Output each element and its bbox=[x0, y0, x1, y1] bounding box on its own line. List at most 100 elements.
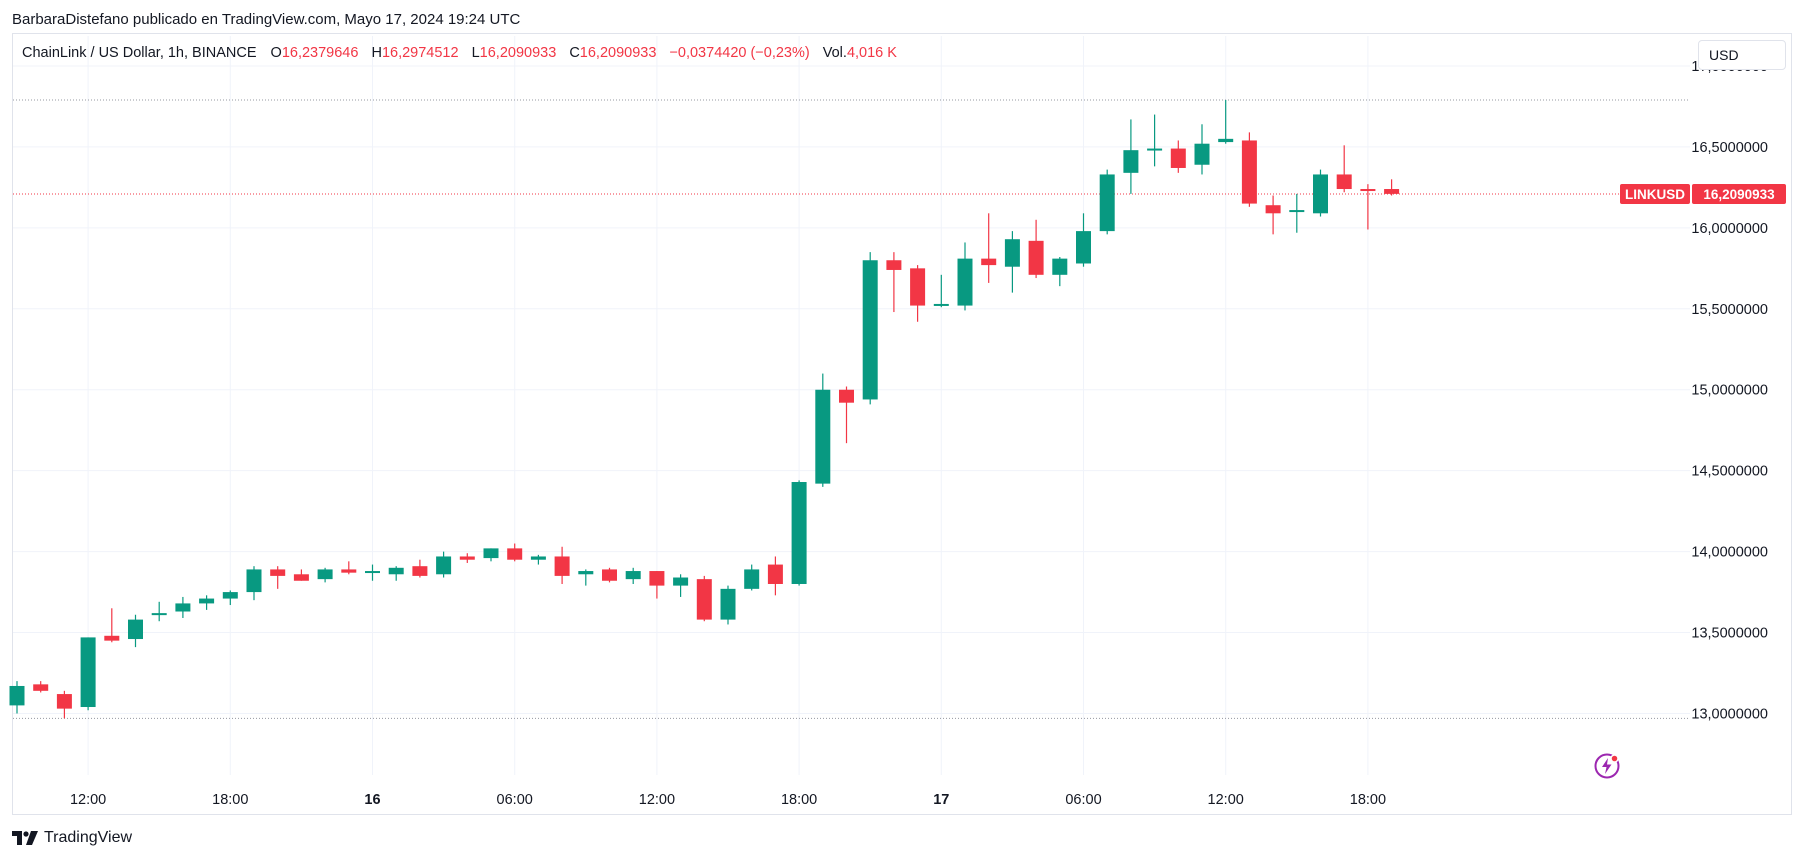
reference-lines bbox=[13, 99, 1690, 719]
last-price-value: 16,2090933 bbox=[1703, 187, 1775, 202]
y-tick-label: 15,0000000 bbox=[1691, 383, 1768, 399]
x-tick-label: 12:00 bbox=[1208, 792, 1244, 808]
candle-up bbox=[436, 556, 452, 575]
x-tick-label: 16 bbox=[364, 792, 380, 808]
x-tick-label: 06:00 bbox=[1065, 792, 1101, 808]
candle-up bbox=[957, 258, 973, 306]
candle-down bbox=[839, 389, 854, 403]
x-tick-label: 12:00 bbox=[70, 792, 106, 808]
candle-up bbox=[1194, 143, 1210, 165]
footer-brand: TradingView bbox=[44, 829, 133, 846]
lightning-icon[interactable] bbox=[1593, 752, 1621, 780]
candle-down bbox=[554, 556, 570, 576]
publish-attribution: BarbaraDistefano publicado en TradingVie… bbox=[12, 11, 521, 28]
candle-up bbox=[483, 548, 499, 559]
symbol-title[interactable]: ChainLink / US Dollar, 1h, BINANCE bbox=[22, 45, 257, 61]
last-price-tag bbox=[1692, 184, 1786, 205]
low-value: 16,2090933 bbox=[479, 45, 557, 61]
candle-up bbox=[625, 571, 641, 580]
x-tick-label: 18:00 bbox=[781, 792, 817, 808]
candle-up bbox=[1099, 174, 1115, 232]
x-tick-label: 17 bbox=[933, 792, 949, 808]
candle-up bbox=[862, 260, 878, 400]
candles-layer bbox=[9, 99, 1400, 719]
candle-up bbox=[175, 603, 191, 612]
candle-up bbox=[744, 569, 760, 589]
high-value: 16,2974512 bbox=[381, 45, 459, 61]
candle-up bbox=[199, 598, 215, 604]
y-tick-label: 14,5000000 bbox=[1691, 464, 1768, 480]
change-value: −0,0374420 (−0,23%) bbox=[669, 45, 810, 61]
open-value: 16,2379646 bbox=[281, 45, 359, 61]
symbol-price-tag bbox=[1620, 184, 1690, 205]
close-value: 16,2090933 bbox=[579, 45, 657, 61]
candle-down bbox=[1170, 148, 1186, 168]
high-label: H bbox=[371, 45, 382, 61]
x-tick-label: 12:00 bbox=[639, 792, 675, 808]
tradingview-footer[interactable]: TradingView bbox=[12, 829, 132, 847]
candle-up bbox=[1052, 258, 1068, 275]
candle-down bbox=[1336, 174, 1352, 190]
price-label-layer: LINKUSD 16,2090933 bbox=[1620, 184, 1786, 205]
candle-up bbox=[1076, 231, 1091, 264]
candle-up bbox=[151, 613, 167, 616]
candle-down bbox=[910, 268, 926, 306]
candle-up bbox=[673, 577, 689, 586]
currency-button[interactable]: USD bbox=[1698, 40, 1786, 70]
candle-down bbox=[56, 694, 72, 709]
candle-up bbox=[9, 685, 25, 706]
y-tick-label: 16,5000000 bbox=[1691, 140, 1768, 156]
price-axis: 13,0000000 13,5000000 14,0000000 14,5000000… bbox=[1691, 59, 1768, 722]
candle-up bbox=[388, 567, 404, 575]
candle-down bbox=[270, 569, 286, 576]
candle-up bbox=[933, 303, 949, 306]
candle-down bbox=[1241, 140, 1257, 204]
candle-down bbox=[1360, 189, 1376, 192]
candle-up bbox=[720, 588, 736, 620]
candle-up bbox=[128, 619, 143, 640]
symbol-price-tag-label: LINKUSD bbox=[1625, 187, 1685, 202]
open-label: O bbox=[270, 45, 282, 61]
candle-up bbox=[222, 592, 238, 599]
candle-down bbox=[886, 260, 902, 270]
y-tick-label: 13,5000000 bbox=[1691, 626, 1768, 642]
candle-down bbox=[507, 548, 523, 560]
candle-down bbox=[767, 564, 783, 584]
candle-down bbox=[459, 556, 475, 560]
candle-down bbox=[293, 574, 309, 581]
symbol-legend: ChainLink / US Dollar, 1h, BINANCE O16,2… bbox=[22, 45, 897, 61]
y-tick-label: 16,0000000 bbox=[1691, 221, 1768, 237]
candle-down bbox=[1028, 240, 1044, 275]
close-label: C bbox=[569, 45, 580, 61]
y-tick-label: 14,0000000 bbox=[1691, 545, 1768, 561]
candle-up bbox=[578, 571, 594, 575]
candle-down bbox=[981, 258, 997, 266]
x-tick-label: 06:00 bbox=[497, 792, 533, 808]
candle-down bbox=[602, 569, 617, 581]
candle-down bbox=[1384, 189, 1400, 194]
chart-frame bbox=[12, 33, 1792, 815]
candle-up bbox=[1147, 148, 1163, 151]
volume-value: 4,016 K bbox=[846, 45, 897, 61]
candle-up bbox=[317, 569, 333, 580]
candle-down bbox=[649, 571, 665, 586]
candle-up bbox=[1289, 210, 1305, 213]
candle-up bbox=[815, 389, 831, 484]
candle-down bbox=[104, 635, 120, 641]
candle-up bbox=[791, 482, 807, 584]
candle-up bbox=[530, 556, 546, 560]
candle-up bbox=[1313, 174, 1328, 214]
x-tick-label: 18:00 bbox=[212, 792, 248, 808]
candle-down bbox=[696, 579, 712, 620]
candle-up bbox=[1218, 138, 1234, 143]
tradingview-logo-icon bbox=[12, 831, 38, 845]
candle-up bbox=[1004, 239, 1020, 267]
time-axis: 12:00 18:00 16 06:00 12:00 18:00 17 06:00 12:00 1… bbox=[70, 792, 1386, 808]
y-tick-label: 15,5000000 bbox=[1691, 302, 1768, 318]
volume-label: Vol. bbox=[822, 45, 847, 61]
x-tick-label: 18:00 bbox=[1350, 792, 1386, 808]
low-label: L bbox=[471, 45, 480, 61]
candle-down bbox=[412, 566, 428, 576]
candle-up bbox=[365, 571, 380, 574]
